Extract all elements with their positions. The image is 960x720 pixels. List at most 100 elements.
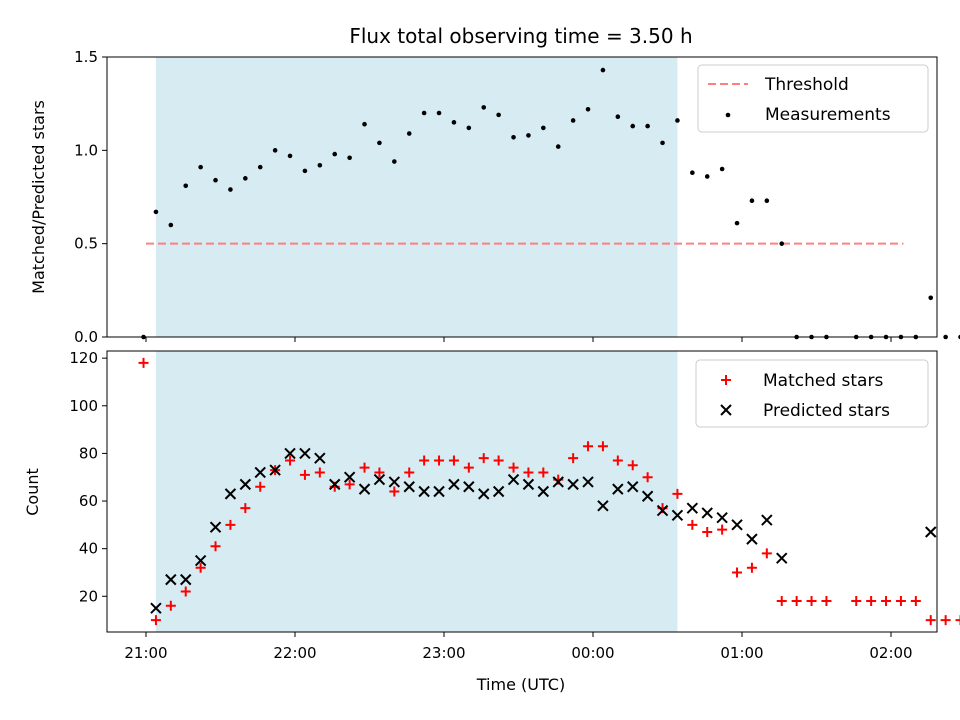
matched-point-10 bbox=[285, 455, 296, 466]
matched-point-18 bbox=[404, 467, 415, 478]
measurement-point-43 bbox=[779, 241, 785, 246]
matched-point-39 bbox=[717, 524, 728, 535]
measurement-point-19 bbox=[421, 110, 427, 116]
legend-measurements-swatch bbox=[725, 112, 731, 118]
predicted-point-9 bbox=[284, 447, 296, 460]
measurement-point-13 bbox=[332, 151, 338, 157]
measurement-point-11 bbox=[302, 168, 308, 174]
matched-point-2 bbox=[165, 600, 176, 611]
x-axis-label: Time (UTC) bbox=[476, 675, 565, 694]
measurement-point-10 bbox=[287, 153, 293, 159]
matched-point-7 bbox=[240, 503, 251, 514]
measurement-point-30 bbox=[585, 106, 591, 112]
predicted-point-0 bbox=[150, 602, 162, 614]
matched-point-29 bbox=[568, 453, 579, 464]
matched-point-22 bbox=[463, 462, 474, 473]
predicted-point-12 bbox=[329, 478, 341, 491]
matched-point-41 bbox=[746, 562, 757, 573]
predicted-point-40 bbox=[746, 533, 758, 545]
measurement-point-17 bbox=[392, 159, 397, 164]
matched-point-42 bbox=[761, 548, 772, 559]
legend-bottom: Matched stars Predicted stars bbox=[695, 359, 929, 428]
xtick-label-3: 00:00 bbox=[571, 644, 614, 662]
matched-point-48 bbox=[866, 596, 877, 607]
matched-point-34 bbox=[642, 472, 653, 483]
predicted-point-25 bbox=[522, 478, 535, 491]
legend-top: Threshold Measurements bbox=[697, 64, 929, 133]
measurement-point-24 bbox=[496, 112, 501, 118]
matched-point-6 bbox=[225, 519, 236, 530]
matched-point-5 bbox=[210, 541, 221, 552]
y-axis-label-bottom: Count bbox=[23, 468, 42, 516]
observing-window-top bbox=[155, 57, 678, 337]
matched-point-36 bbox=[672, 488, 683, 499]
predicted-point-17 bbox=[403, 481, 415, 493]
measurement-point-22 bbox=[466, 125, 472, 131]
top-ytick-label-0: 0.0 bbox=[74, 328, 98, 346]
measurement-point-31 bbox=[600, 67, 606, 73]
measurement-point-32 bbox=[615, 114, 621, 120]
predicted-point-13 bbox=[343, 471, 356, 483]
matched-point-33 bbox=[627, 460, 638, 471]
measurement-point-42 bbox=[764, 198, 770, 204]
predicted-point-42 bbox=[776, 552, 788, 564]
measurement-point-1 bbox=[153, 209, 159, 215]
matched-point-50 bbox=[895, 596, 906, 607]
xtick-label-4: 01:00 bbox=[720, 644, 763, 662]
matched-point-53 bbox=[940, 615, 951, 626]
predicted-point-14 bbox=[358, 483, 371, 495]
bottom-ytick-label-5: 120 bbox=[69, 349, 98, 367]
predicted-point-35 bbox=[671, 509, 684, 522]
predicted-point-34 bbox=[656, 504, 669, 517]
measurement-point-41 bbox=[749, 198, 755, 204]
measurement-point-3 bbox=[183, 183, 189, 189]
predicted-point-8 bbox=[269, 464, 281, 476]
measurement-point-35 bbox=[660, 140, 665, 146]
bottom-ytick-label-2: 60 bbox=[79, 492, 98, 510]
predicted-point-41 bbox=[761, 514, 773, 526]
predicted-point-27 bbox=[552, 476, 564, 488]
matched-point-52 bbox=[925, 615, 936, 626]
bottom-axes-frame bbox=[106, 350, 938, 633]
predicted-point-15 bbox=[373, 473, 386, 486]
predicted-point-11 bbox=[314, 452, 326, 464]
matched-point-30 bbox=[583, 441, 594, 452]
predicted-point-21 bbox=[463, 481, 475, 493]
bottom-ytick-label-0: 20 bbox=[79, 587, 98, 605]
measurement-point-53 bbox=[943, 334, 948, 340]
matched-point-38 bbox=[702, 526, 713, 537]
predicted-point-2 bbox=[180, 573, 192, 586]
measurement-point-9 bbox=[272, 148, 278, 153]
predicted-point-4 bbox=[209, 521, 222, 533]
matched-point-51 bbox=[910, 596, 921, 607]
matched-point-1 bbox=[150, 615, 161, 626]
predicted-point-24 bbox=[507, 473, 520, 486]
predicted-point-19 bbox=[433, 485, 445, 498]
predicted-point-32 bbox=[627, 481, 639, 493]
legend-bottom-frame bbox=[695, 359, 929, 428]
top-ytick-label-2: 1.0 bbox=[74, 141, 98, 159]
measurement-point-8 bbox=[257, 164, 263, 170]
matched-point-16 bbox=[374, 467, 385, 478]
predicted-point-29 bbox=[582, 476, 594, 488]
measurement-point-34 bbox=[645, 123, 650, 129]
predicted-point-43 bbox=[925, 526, 937, 538]
matched-point-44 bbox=[791, 596, 802, 607]
matched-point-11 bbox=[299, 469, 310, 480]
measurement-point-2 bbox=[168, 222, 174, 228]
xtick-label-0: 21:00 bbox=[124, 644, 167, 662]
matched-point-23 bbox=[478, 453, 489, 464]
measurement-point-38 bbox=[704, 174, 710, 179]
predicted-point-36 bbox=[686, 502, 699, 514]
matched-point-0 bbox=[138, 357, 149, 368]
legend-matched-label: Matched stars bbox=[763, 371, 883, 391]
top-panel: 0.0 0.5 1.0 1.5 Threshold Measurements bbox=[74, 48, 960, 346]
predicted-point-10 bbox=[299, 447, 311, 460]
xtick-label-5: 02:00 bbox=[869, 644, 912, 662]
predicted-point-20 bbox=[448, 478, 460, 491]
measurement-point-7 bbox=[243, 176, 248, 181]
matched-point-47 bbox=[851, 596, 862, 607]
predicted-point-33 bbox=[641, 490, 654, 502]
predicted-point-28 bbox=[567, 478, 579, 491]
